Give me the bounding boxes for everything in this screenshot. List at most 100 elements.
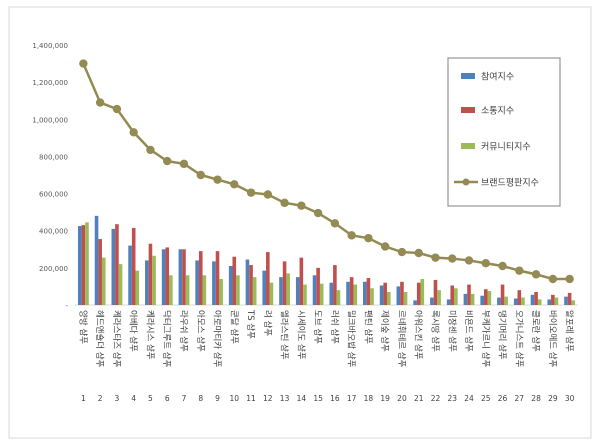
bar-2-25 bbox=[483, 289, 488, 305]
bar-1-14 bbox=[295, 277, 300, 305]
bar-2-14 bbox=[299, 257, 304, 305]
x-tick-label: 댕기머리 샴푸 bbox=[497, 310, 508, 360]
bar-1-26 bbox=[497, 297, 501, 305]
rank-label: 21 bbox=[414, 394, 424, 403]
x-tick-label: 려 샴푸 bbox=[262, 310, 273, 336]
y-tick-label: 200,000 bbox=[39, 265, 68, 273]
rank-label: 8 bbox=[198, 394, 203, 403]
line-point-14 bbox=[297, 201, 306, 210]
x-tick-label: 쿤달 샴푸 bbox=[228, 310, 239, 344]
y-tick-label: 1,200,000 bbox=[32, 79, 68, 87]
x-tick-label: 아모스 샴푸 bbox=[195, 310, 206, 352]
bar-2-7 bbox=[182, 249, 186, 305]
bar-2-11 bbox=[249, 265, 253, 305]
bar-2-24 bbox=[467, 284, 471, 305]
x-tick-label: 라우쉬 샴푸 bbox=[178, 310, 189, 352]
line-point-27 bbox=[515, 266, 524, 275]
rank-label: 24 bbox=[464, 394, 474, 403]
legend-label-1: 참여지수 bbox=[481, 71, 514, 83]
bar-1-8 bbox=[195, 260, 199, 305]
bar-1-20 bbox=[396, 286, 401, 305]
bar-3-30 bbox=[571, 300, 576, 305]
line-point-29 bbox=[548, 274, 558, 284]
x-tick-label: 케라스타즈 샴푸 bbox=[111, 310, 122, 368]
line-point-20 bbox=[397, 247, 407, 257]
bar-1-13 bbox=[279, 277, 283, 305]
y-tick-label: 1,400,000 bbox=[32, 42, 68, 50]
line-point-22 bbox=[431, 253, 440, 262]
bar-2-3 bbox=[115, 224, 119, 305]
rank-label: 4 bbox=[131, 394, 136, 403]
line-point-21 bbox=[414, 248, 423, 258]
line-point-18 bbox=[364, 233, 373, 243]
x-tick-label: TS 샴푸 bbox=[245, 309, 256, 339]
rank-label: 15 bbox=[313, 394, 323, 403]
line-point-8 bbox=[196, 170, 205, 180]
bar-1-25 bbox=[480, 295, 484, 305]
x-axis-labels: 양방 샴푸 헤드앤숄더 샴푸 케라스타즈 샴푸 아베다 샴푸 케라시스 샴푸 닥터그루트 … bbox=[77, 309, 574, 368]
legend-swatch-1 bbox=[461, 73, 475, 79]
bar-2-17 bbox=[349, 277, 354, 305]
legend-swatch-marker bbox=[462, 178, 470, 186]
line-point-25 bbox=[481, 259, 490, 268]
bar-3-23 bbox=[454, 288, 458, 305]
bar-2-19 bbox=[383, 282, 387, 305]
bar-3-20 bbox=[403, 292, 408, 305]
rank-label: 30 bbox=[565, 394, 575, 403]
bar-3-12 bbox=[269, 282, 274, 305]
bar-3-6 bbox=[169, 275, 173, 305]
bar-3-9 bbox=[219, 279, 223, 305]
bar-1-1 bbox=[77, 226, 82, 305]
bar-1-18 bbox=[363, 281, 367, 305]
x-tick-label: 비욘드 샴푸 bbox=[463, 310, 474, 352]
bar-1-16 bbox=[329, 282, 334, 305]
rank-label: 11 bbox=[246, 394, 256, 403]
bar-2-6 bbox=[165, 247, 170, 305]
x-tick-label: 미장센 샴푸 bbox=[446, 310, 457, 352]
x-tick-label: 아워스킨 샴푸 bbox=[413, 310, 424, 360]
bar-3-21 bbox=[420, 279, 425, 305]
bar-2-2 bbox=[98, 239, 102, 305]
line-point-19 bbox=[380, 242, 390, 251]
line-point-6 bbox=[163, 156, 172, 166]
bar-3-13 bbox=[286, 273, 290, 305]
bar-2-8 bbox=[198, 251, 203, 305]
x-tick-label: 엘라스틴 샴푸 bbox=[279, 310, 290, 360]
bar-1-21 bbox=[413, 300, 417, 305]
bar-3-27 bbox=[521, 297, 525, 305]
line-point-16 bbox=[330, 219, 340, 228]
line-point-28 bbox=[531, 270, 541, 279]
bar-2-1 bbox=[81, 225, 86, 305]
bar-3-29 bbox=[554, 297, 559, 305]
bar-2-20 bbox=[400, 281, 404, 305]
line-point-24 bbox=[464, 256, 474, 265]
rank-label: 18 bbox=[364, 394, 374, 403]
bar-3-17 bbox=[353, 284, 358, 305]
bar-3-15 bbox=[319, 283, 324, 305]
bar-3-24 bbox=[470, 293, 475, 305]
x-tick-label: 르네휘테르 샴푸 bbox=[396, 310, 407, 368]
brand-reputation-line bbox=[79, 59, 574, 284]
x-tick-label: 도브 샴푸 bbox=[312, 310, 323, 344]
x-tick-label: 아로마티카 샴푸 bbox=[212, 310, 223, 368]
bar-1-17 bbox=[346, 281, 350, 305]
bar-2-12 bbox=[266, 252, 270, 305]
bar-1-3 bbox=[111, 228, 116, 305]
line-point-12 bbox=[263, 190, 273, 199]
line-point-4 bbox=[129, 128, 138, 137]
rank-label: 1 bbox=[81, 394, 86, 403]
x-tick-label: 오가니스트 샴푸 bbox=[513, 310, 524, 368]
line-point-17 bbox=[347, 231, 356, 240]
rank-label: 3 bbox=[115, 394, 120, 403]
rank-label: 22 bbox=[431, 394, 441, 403]
x-tick-label: 록시땅 샴푸 bbox=[429, 310, 440, 352]
rank-label: 28 bbox=[531, 394, 541, 403]
bar-2-30 bbox=[567, 292, 572, 305]
legend-swatch-3 bbox=[461, 143, 475, 149]
bar-3-4 bbox=[135, 270, 140, 305]
bar-1-19 bbox=[379, 285, 384, 305]
x-tick-label: 양방 샴푸 bbox=[77, 310, 88, 344]
rank-label: 13 bbox=[280, 394, 290, 403]
bar-3-25 bbox=[487, 291, 492, 305]
bar-3-19 bbox=[386, 292, 391, 305]
